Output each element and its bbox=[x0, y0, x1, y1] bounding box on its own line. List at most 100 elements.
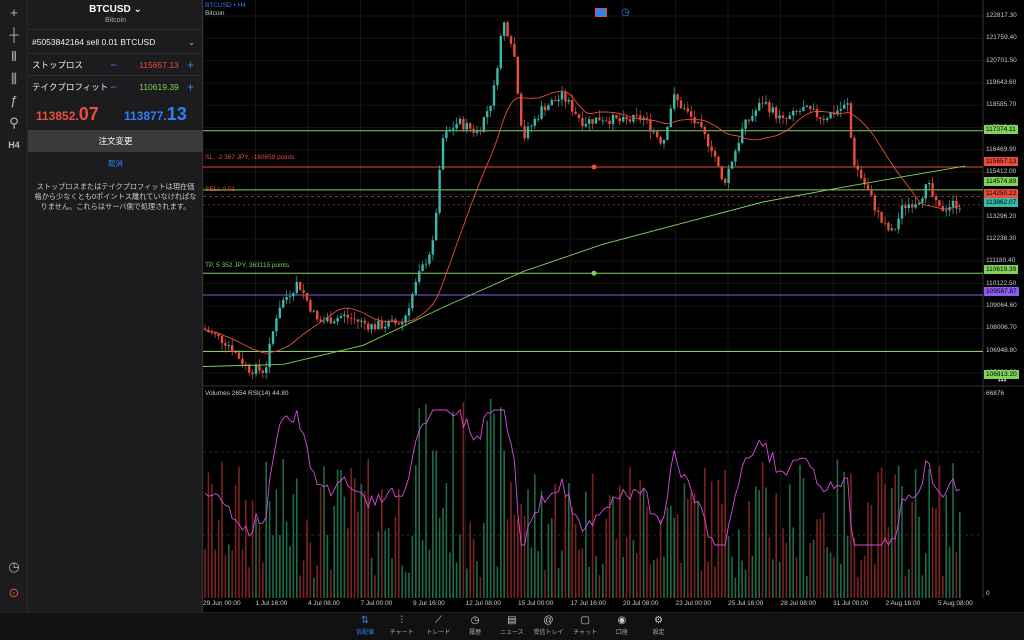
candle-body bbox=[951, 200, 955, 208]
candle-body bbox=[934, 196, 938, 201]
candle-body bbox=[788, 115, 791, 119]
candle-body bbox=[258, 364, 261, 371]
clock-icon[interactable]: ◷ bbox=[621, 7, 630, 18]
candle-body bbox=[598, 117, 601, 121]
candle-body bbox=[472, 128, 475, 133]
time-axis-label: 23 Jul 00:00 bbox=[675, 600, 711, 607]
candle-body bbox=[438, 169, 441, 213]
nav-item[interactable]: @ 受信トレイ bbox=[532, 615, 566, 636]
sl-plus-button[interactable]: + bbox=[187, 58, 195, 72]
nav-item[interactable]: ⫶ チャート bbox=[385, 615, 419, 636]
candle-body bbox=[421, 264, 424, 272]
sl-minus-button[interactable]: − bbox=[110, 58, 118, 72]
price-axis-label: 121759.40 bbox=[986, 34, 1017, 42]
candle-body bbox=[465, 123, 468, 130]
chart-description: Bitcoin bbox=[205, 10, 225, 17]
more-icon[interactable]: ••• bbox=[998, 376, 1007, 385]
candles-icon[interactable]: ⫴ bbox=[11, 49, 17, 64]
time-axis-label: 7 Jul 00:00 bbox=[360, 600, 393, 607]
candle-body bbox=[860, 169, 863, 178]
candle-body bbox=[499, 35, 502, 69]
candle-body bbox=[724, 179, 727, 183]
nav-label: チャット bbox=[573, 630, 598, 636]
candle-body bbox=[826, 118, 829, 120]
order-panel: BTCUSD ⌄ Bitcoin #5053842164 sell 0.01 B… bbox=[28, 0, 203, 612]
candle-body bbox=[819, 117, 822, 119]
clock-icon[interactable]: ◷ bbox=[8, 559, 20, 574]
price-axis-label: 110122.50 bbox=[986, 279, 1017, 287]
candle-body bbox=[203, 328, 207, 330]
indicators-icon[interactable]: ⫼ bbox=[11, 71, 17, 86]
candle-body bbox=[945, 210, 948, 212]
tp-value-input[interactable]: 110619.39 bbox=[139, 82, 179, 92]
chevron-down-icon[interactable]: ⌄ bbox=[187, 37, 195, 47]
order-title[interactable]: #5053842164 sell 0.01 BTCUSD ⌄ bbox=[28, 29, 203, 53]
tp-plus-button[interactable]: + bbox=[187, 80, 195, 94]
candle-body bbox=[928, 183, 931, 185]
time-axis-label: 15 Jul 00:00 bbox=[518, 600, 554, 607]
sl-value-input[interactable]: 115657.13 bbox=[139, 60, 179, 70]
candle-body bbox=[870, 189, 873, 196]
cursor-icon[interactable]: ┼ bbox=[9, 27, 19, 42]
candle-body bbox=[900, 205, 904, 219]
crosshair-icon[interactable]: + bbox=[10, 5, 18, 20]
objects-icon[interactable]: ⚲ bbox=[9, 115, 19, 130]
candle-body bbox=[418, 271, 421, 282]
candle-body bbox=[778, 115, 781, 119]
sell-line-label[interactable]: SELL 0.01 bbox=[205, 186, 236, 193]
candle-body bbox=[445, 131, 448, 139]
candle-body bbox=[346, 314, 349, 318]
price-tag: 115657.13 bbox=[984, 157, 1019, 166]
symbol-description: Bitcoin bbox=[104, 17, 126, 24]
nav-label: 口座 bbox=[615, 630, 628, 636]
candle-body bbox=[275, 318, 278, 332]
candle-body bbox=[877, 210, 880, 212]
candle-body bbox=[608, 120, 611, 124]
nav-item[interactable]: ⟋ トレード bbox=[421, 615, 455, 636]
candle-body bbox=[489, 105, 492, 112]
sl-line-label[interactable]: SL, -2 367 JPY, -160659 points bbox=[205, 154, 295, 161]
function-icon[interactable]: ƒ bbox=[10, 93, 18, 108]
candle-body bbox=[339, 316, 343, 318]
chart-canvas[interactable] bbox=[203, 0, 1024, 612]
price-chart[interactable]: BTCUSD • H4 Bitcoin ◷ SL, -2 367 JPY, -1… bbox=[203, 0, 1024, 612]
candle-body bbox=[380, 320, 383, 329]
candle-body bbox=[812, 108, 815, 110]
cancel-button[interactable]: 取消 bbox=[108, 159, 123, 168]
modify-order-button[interactable]: 注文変更 bbox=[28, 130, 203, 152]
one-click-icon[interactable]: ⊙ bbox=[8, 585, 20, 600]
timeframe-button[interactable]: H4 bbox=[8, 140, 20, 150]
candle-body bbox=[312, 310, 315, 312]
nav-label: ニュース bbox=[499, 630, 524, 636]
price-tag: 114574.89 bbox=[984, 177, 1019, 186]
candle-body bbox=[271, 331, 275, 344]
candle-body bbox=[690, 111, 693, 117]
candle-body bbox=[611, 114, 615, 124]
candle-body bbox=[520, 93, 523, 126]
trade-level-icon[interactable] bbox=[595, 8, 607, 17]
candle-body bbox=[846, 103, 849, 105]
price-axis-label: 115412.00 bbox=[986, 168, 1017, 176]
candle-body bbox=[618, 118, 621, 122]
candle-body bbox=[560, 92, 564, 100]
candle-body bbox=[883, 222, 887, 224]
time-axis-label: 17 Jul 16:00 bbox=[570, 600, 606, 607]
symbol-selector[interactable]: BTCUSD ⌄ bbox=[89, 4, 142, 15]
nav-item[interactable]: ◷ 履歴 bbox=[458, 615, 492, 636]
candle-body bbox=[574, 111, 577, 115]
tp-line-label[interactable]: TP, 5 352 JPY, 363115 points bbox=[205, 262, 290, 269]
tp-minus-button[interactable]: − bbox=[110, 80, 118, 94]
sl-handle bbox=[591, 164, 597, 170]
nav-item[interactable]: ▢ チャット bbox=[568, 615, 602, 636]
nav-label: 履歴 bbox=[469, 630, 482, 636]
candle-body bbox=[907, 204, 910, 209]
nav-item[interactable]: ⇅ 気配値 bbox=[348, 615, 382, 636]
nav-item[interactable]: ◉ 口座 bbox=[605, 615, 639, 636]
nav-item[interactable]: ▤ ニュース bbox=[495, 615, 529, 636]
candle-body bbox=[897, 218, 900, 230]
candle-body bbox=[540, 106, 543, 119]
nav-item[interactable]: ⚙ 設定 bbox=[642, 615, 676, 636]
candle-body bbox=[424, 263, 428, 265]
candle-body bbox=[594, 117, 598, 124]
nav-icon: ⫶ bbox=[400, 615, 403, 626]
